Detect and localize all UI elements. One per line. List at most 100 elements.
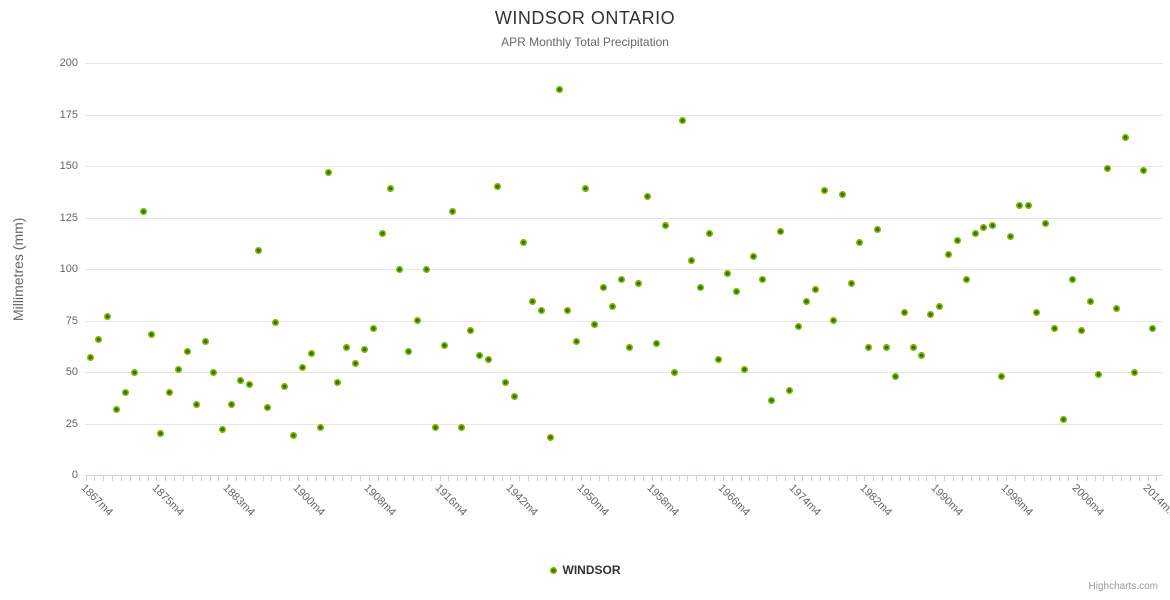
data-point[interactable] (697, 284, 705, 292)
data-point[interactable] (298, 364, 306, 372)
data-point[interactable] (1139, 166, 1147, 174)
data-point[interactable] (422, 265, 430, 273)
credits-link[interactable]: Highcharts.com (1088, 581, 1158, 592)
data-point[interactable] (1095, 370, 1103, 378)
data-point[interactable] (1006, 232, 1014, 240)
data-point[interactable] (883, 343, 890, 351)
data-point[interactable] (458, 424, 466, 432)
data-point[interactable] (874, 226, 882, 234)
data-point[interactable] (759, 275, 767, 283)
data-point[interactable] (829, 317, 837, 324)
data-point[interactable] (599, 284, 607, 292)
data-point[interactable] (520, 238, 528, 246)
data-point[interactable] (767, 397, 775, 405)
data-point[interactable] (980, 224, 988, 232)
data-point[interactable] (900, 308, 908, 316)
data-point[interactable] (245, 380, 253, 388)
data-point[interactable] (1024, 201, 1032, 209)
data-point[interactable] (936, 302, 944, 310)
data-point[interactable] (679, 117, 687, 125)
data-point[interactable] (387, 185, 395, 193)
data-point[interactable] (953, 236, 961, 244)
data-point[interactable] (369, 325, 377, 333)
data-point[interactable] (175, 366, 182, 374)
data-point[interactable] (635, 279, 643, 287)
data-point[interactable] (590, 321, 598, 329)
data-point[interactable] (998, 372, 1006, 380)
data-point[interactable] (644, 193, 652, 201)
data-point[interactable] (86, 354, 94, 362)
data-point[interactable] (484, 356, 492, 364)
data-point[interactable] (272, 319, 280, 327)
data-point[interactable] (750, 253, 758, 261)
data-point[interactable] (413, 317, 421, 324)
data-point[interactable] (219, 426, 227, 434)
data-point[interactable] (909, 343, 917, 351)
data-point[interactable] (148, 331, 156, 339)
data-point[interactable] (1068, 275, 1076, 283)
data-point[interactable] (812, 286, 820, 294)
data-point[interactable] (1121, 133, 1129, 141)
data-point[interactable] (865, 343, 873, 351)
data-point[interactable] (281, 382, 289, 390)
data-point[interactable] (396, 265, 404, 273)
data-point[interactable] (236, 376, 244, 384)
data-point[interactable] (555, 86, 563, 94)
data-point[interactable] (290, 432, 298, 440)
data-point[interactable] (821, 187, 829, 195)
data-point[interactable] (776, 228, 784, 236)
data-point[interactable] (1051, 325, 1059, 333)
data-point[interactable] (564, 306, 572, 314)
data-point[interactable] (546, 434, 554, 442)
data-point[interactable] (856, 238, 864, 246)
data-point[interactable] (1113, 304, 1121, 312)
data-point[interactable] (573, 337, 581, 345)
data-point[interactable] (927, 310, 935, 318)
data-point[interactable] (166, 389, 174, 397)
data-point[interactable] (1104, 164, 1112, 172)
data-point[interactable] (139, 207, 147, 215)
data-point[interactable] (741, 366, 749, 374)
data-point[interactable] (1148, 325, 1156, 333)
data-point[interactable] (334, 378, 342, 386)
data-point[interactable] (263, 403, 271, 411)
data-point[interactable] (440, 341, 448, 349)
data-point[interactable] (1077, 327, 1085, 335)
data-point[interactable] (918, 352, 926, 360)
data-point[interactable] (352, 360, 359, 368)
data-point[interactable] (732, 288, 740, 296)
data-point[interactable] (1042, 220, 1050, 228)
data-point[interactable] (502, 378, 510, 386)
data-point[interactable] (688, 257, 696, 265)
data-point[interactable] (493, 183, 501, 191)
data-point[interactable] (626, 343, 634, 351)
data-point[interactable] (785, 387, 793, 395)
data-point[interactable] (405, 347, 413, 355)
data-point[interactable] (723, 269, 731, 277)
data-point[interactable] (475, 352, 483, 360)
data-point[interactable] (847, 279, 855, 287)
data-point[interactable] (449, 207, 457, 215)
data-point[interactable] (962, 275, 970, 283)
data-point[interactable] (706, 230, 713, 238)
data-point[interactable] (183, 347, 191, 355)
data-point[interactable] (803, 298, 811, 306)
data-point[interactable] (1060, 415, 1067, 423)
data-point[interactable] (360, 345, 368, 353)
data-point[interactable] (210, 368, 218, 376)
data-point[interactable] (989, 222, 997, 230)
data-point[interactable] (95, 335, 103, 343)
legend-item-windsor[interactable]: WINDSOR (0, 563, 1170, 577)
data-point[interactable] (1015, 201, 1023, 209)
data-point[interactable] (944, 251, 952, 259)
data-point[interactable] (254, 246, 262, 254)
data-point[interactable] (582, 185, 590, 193)
data-point[interactable] (228, 401, 236, 409)
data-point[interactable] (343, 343, 351, 351)
data-point[interactable] (891, 372, 899, 380)
data-point[interactable] (511, 393, 519, 401)
data-point[interactable] (378, 230, 386, 238)
data-point[interactable] (104, 312, 112, 320)
data-point[interactable] (1033, 308, 1041, 316)
data-point[interactable] (467, 327, 475, 335)
